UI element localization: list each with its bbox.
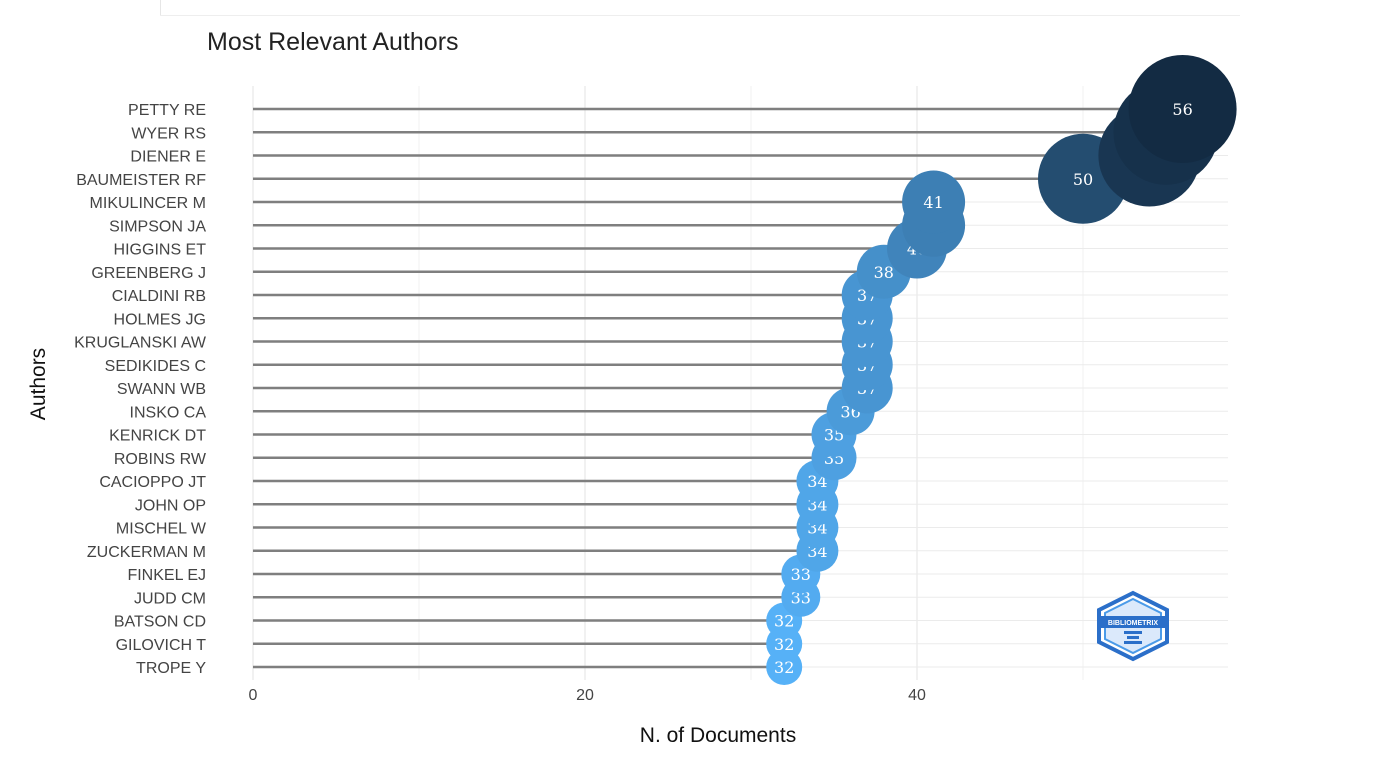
data-label: 33	[791, 565, 811, 584]
y-axis-title: Authors	[27, 348, 50, 420]
y-tick-label: KENRICK DT	[109, 428, 206, 445]
data-label: 33	[791, 588, 811, 607]
y-tick-label: HIGGINS ET	[114, 242, 207, 259]
x-tick-labels: 0 20 40	[249, 687, 926, 704]
y-tick-label: INSKO CA	[130, 404, 207, 421]
y-tick-label: SEDIKIDES C	[105, 358, 206, 375]
y-tick-label: SIMPSON JA	[109, 218, 206, 235]
y-tick-label: CACIOPPO JT	[99, 474, 206, 491]
data-point-bubble[interactable]	[902, 170, 966, 234]
data-label: 50	[1073, 170, 1093, 189]
y-tick-label: SWANN WB	[117, 381, 206, 398]
data-label: 32	[774, 612, 794, 631]
y-tick-label: WYER RS	[131, 125, 206, 142]
y-tick-label: FINKEL EJ	[127, 567, 206, 584]
x-tick-label: 20	[576, 687, 594, 704]
top-divider	[160, 15, 1240, 16]
y-tick-label: KRUGLANSKI AW	[74, 335, 207, 352]
y-tick-label: HOLMES JG	[114, 311, 206, 328]
y-tick-label: ZUCKERMAN M	[87, 544, 206, 561]
bubble-layer: 3232323333343434343535363737373737384041…	[766, 55, 1237, 685]
y-tick-label: TROPE Y	[136, 660, 206, 677]
y-tick-label: BATSON CD	[114, 614, 206, 631]
y-tick-label: MIKULINCER M	[90, 195, 206, 212]
y-tick-label: PETTY RE	[128, 102, 206, 119]
y-tick-label: ROBINS RW	[114, 451, 207, 468]
logo-text: BIBLIOMETRIX	[1108, 620, 1158, 627]
y-tick-label: CIALDINI RB	[112, 288, 206, 305]
y-tick-label: GREENBERG J	[91, 265, 206, 282]
data-point-bubble[interactable]	[1128, 55, 1237, 163]
y-tick-label: JUDD CM	[134, 590, 206, 607]
data-label: 41	[923, 193, 943, 212]
bibliometrix-logo-icon: BIBLIOMETRIX	[1097, 590, 1169, 662]
y-tick-label: MISCHEL W	[116, 521, 207, 538]
x-tick-label: 0	[249, 687, 258, 704]
data-label: 32	[774, 658, 794, 677]
data-label: 56	[1172, 100, 1192, 119]
y-tick-label: JOHN OP	[135, 497, 206, 514]
stem-layer	[253, 107, 1183, 669]
top-tab[interactable]	[0, 0, 161, 15]
x-axis-title: N. of Documents	[640, 724, 796, 747]
x-tick-label: 40	[908, 687, 926, 704]
data-label: 38	[874, 263, 894, 282]
chart-title: Most Relevant Authors	[207, 28, 459, 56]
y-tick-labels: PETTY RE WYER RS DIENER E BAUMEISTER RF MIKU…	[74, 102, 207, 677]
y-tick-label: DIENER E	[130, 149, 206, 166]
y-tick-label: GILOVICH T	[116, 637, 207, 654]
data-label: 32	[774, 635, 794, 654]
y-tick-label: BAUMEISTER RF	[76, 172, 206, 189]
